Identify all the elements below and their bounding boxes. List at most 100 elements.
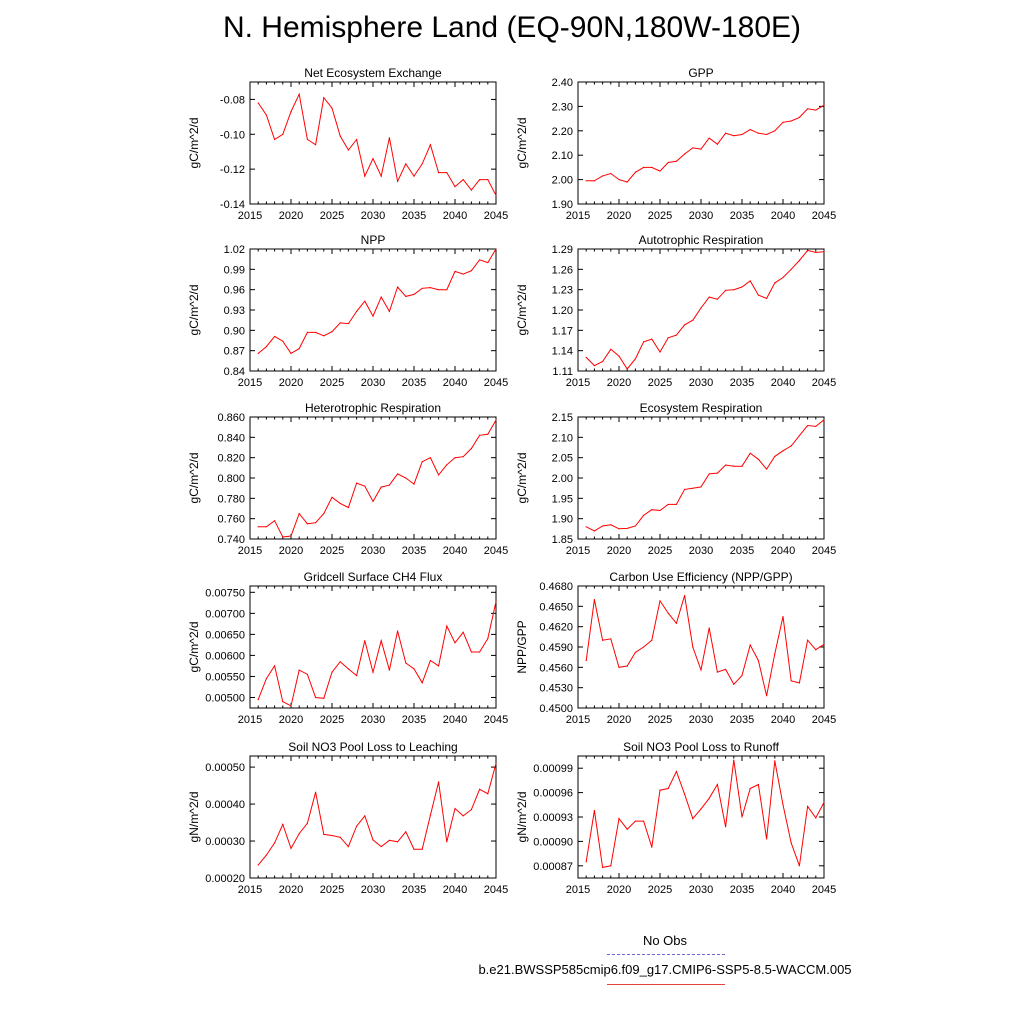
data-point	[741, 816, 743, 818]
data-point	[626, 527, 628, 530]
data-point	[265, 114, 267, 116]
data-point	[733, 683, 735, 685]
data-point	[610, 348, 612, 350]
chart-title: Ecosystem Respiration	[640, 401, 763, 415]
x-tick-label: 2025	[648, 545, 672, 557]
data-point	[380, 296, 382, 298]
x-tick-label: 2015	[238, 377, 262, 389]
data-point	[364, 175, 366, 177]
plot-frame	[249, 585, 497, 709]
y-tick-label: 2.10	[552, 150, 573, 162]
data-point	[807, 805, 809, 808]
data-point	[372, 158, 374, 160]
data-point	[675, 160, 678, 162]
data-point	[356, 138, 358, 141]
y-tick-label: 2.10	[552, 432, 573, 444]
data-point	[479, 434, 481, 436]
x-tick-label: 2035	[402, 210, 426, 222]
data-point	[282, 823, 284, 825]
x-tick-label: 2030	[361, 884, 385, 896]
x-tick-label: 2025	[648, 210, 672, 222]
data-point	[446, 172, 448, 174]
data-point	[774, 282, 776, 284]
data-point	[388, 669, 390, 671]
x-tick-label: 2035	[402, 884, 426, 896]
data-point	[356, 482, 358, 484]
data-point	[372, 315, 374, 317]
data-point	[405, 477, 407, 479]
x-tick-label: 2040	[771, 714, 795, 726]
data-point	[708, 137, 710, 139]
y-tick-label: 1.95	[552, 493, 573, 505]
data-point	[725, 289, 727, 291]
data-point	[274, 665, 276, 667]
y-tick-label: 0.4590	[539, 642, 573, 654]
y-tick-label: 0.4680	[539, 581, 573, 593]
chart-title: GPP	[688, 66, 713, 80]
x-tick-label: 2045	[484, 545, 508, 557]
data-point	[257, 526, 259, 528]
x-tick-label: 2015	[238, 884, 262, 896]
x-tick-label: 2035	[402, 377, 426, 389]
series-line	[257, 763, 497, 866]
data-point	[798, 116, 801, 118]
x-tick-label: 2030	[361, 377, 385, 389]
data-point	[815, 817, 817, 819]
data-point	[659, 351, 661, 353]
x-tick-label: 2045	[812, 884, 836, 896]
data-point	[593, 598, 596, 601]
data-point	[331, 834, 333, 837]
series-line	[585, 249, 825, 370]
data-point	[593, 364, 596, 367]
data-point	[684, 153, 686, 155]
data-point	[364, 485, 366, 487]
data-point	[815, 251, 817, 253]
data-point	[602, 360, 604, 363]
data-point	[282, 133, 284, 135]
data-point	[610, 172, 612, 175]
x-tick-label: 2045	[484, 884, 508, 896]
legend-case-line	[607, 984, 725, 985]
data-point	[634, 171, 637, 173]
series-line	[585, 595, 825, 696]
data-point	[298, 833, 300, 835]
data-point	[388, 137, 390, 139]
data-point	[462, 815, 464, 817]
data-point	[684, 488, 686, 490]
x-tick-label: 2040	[771, 210, 795, 222]
data-point	[725, 132, 727, 134]
data-point	[274, 335, 276, 338]
data-point	[323, 335, 325, 337]
data-point	[339, 502, 341, 505]
data-point	[470, 189, 472, 191]
data-point	[306, 673, 308, 675]
data-point	[749, 644, 751, 646]
y-tick-label: 1.90	[552, 199, 573, 211]
y-tick-label: 0.00020	[205, 873, 245, 885]
data-point	[634, 820, 637, 822]
y-tick-label: 0.800	[217, 473, 245, 485]
data-point	[495, 194, 497, 196]
data-point	[315, 144, 317, 146]
data-point	[823, 801, 825, 803]
data-point	[413, 175, 415, 177]
x-tick-label: 2030	[361, 545, 385, 557]
x-tick-label: 2025	[648, 884, 672, 896]
plot-frame	[249, 81, 497, 205]
data-point	[757, 659, 760, 662]
x-tick-label: 2015	[566, 377, 590, 389]
chart-title: Gridcell Surface CH4 Flux	[304, 570, 443, 584]
series-line	[585, 760, 825, 868]
x-tick-label: 2020	[607, 545, 631, 557]
data-point	[446, 289, 448, 291]
data-point	[725, 826, 727, 828]
plot-frame	[249, 416, 497, 540]
data-point	[807, 639, 809, 641]
data-point	[397, 630, 399, 632]
plot-frame	[577, 755, 825, 879]
y-tick-label: -0.14	[220, 199, 245, 211]
data-point	[774, 760, 776, 762]
y-tick-label: 1.11	[552, 366, 573, 378]
data-point	[429, 287, 431, 289]
data-point	[823, 104, 825, 106]
